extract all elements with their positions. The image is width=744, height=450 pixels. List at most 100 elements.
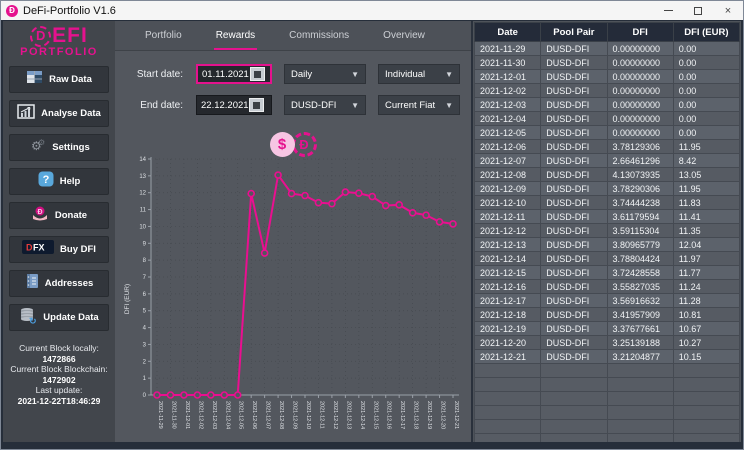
table-cell: 3.78129306 xyxy=(606,139,674,154)
table-cell: 11.95 xyxy=(672,181,741,196)
fiat-coin-icon[interactable]: $ xyxy=(269,132,295,157)
minimize-button[interactable] xyxy=(653,1,683,20)
svg-text:2021-12-05: 2021-12-05 xyxy=(238,401,244,429)
table-cell xyxy=(540,363,608,378)
maximize-icon xyxy=(694,6,702,15)
table-cell: 11.35 xyxy=(672,223,741,238)
table-cell: 2021-12-01 xyxy=(473,69,542,84)
svg-text:2021-12-10: 2021-12-10 xyxy=(305,401,311,429)
sidebar-button-raw-data[interactable]: Raw Data xyxy=(9,66,109,93)
table-row[interactable]: 2021-12-17 DUSD-DFI 3.56916632 11.28 xyxy=(473,293,741,308)
tab-rewards[interactable]: Rewards xyxy=(213,24,258,50)
tab-commissions[interactable]: Commissions xyxy=(289,30,350,41)
table-row[interactable]: 2021-12-06 DUSD-DFI 3.78129306 11.95 xyxy=(473,139,741,154)
sidebar-button-addresses[interactable]: Addresses xyxy=(9,270,109,297)
start-date-label: Start date: xyxy=(136,68,183,80)
maximize-button[interactable] xyxy=(683,1,713,20)
table-row[interactable]: 2021-12-11 DUSD-DFI 3.61179594 11.41 xyxy=(473,209,741,224)
table-row[interactable]: 2021-12-16 DUSD-DFI 3.55827035 11.24 xyxy=(473,279,741,294)
table-cell: 3.74444238 xyxy=(606,195,674,210)
tab-overview[interactable]: Overview xyxy=(383,30,425,41)
sidebar-button-donate[interactable]: Ð Donate xyxy=(9,202,109,229)
svg-text:6: 6 xyxy=(143,292,147,298)
table-cell: 8.42 xyxy=(672,153,741,168)
svg-text:2021-12-20: 2021-12-20 xyxy=(440,401,446,429)
start-date-field[interactable] xyxy=(196,64,272,84)
table-cell xyxy=(540,377,608,392)
data-point-marker xyxy=(287,189,296,198)
column-header[interactable]: DFI xyxy=(606,22,674,42)
table-row[interactable]: 2021-12-04 DUSD-DFI 0.00000000 0.00 xyxy=(473,111,741,126)
table-row[interactable]: 2021-12-14 DUSD-DFI 3.78804424 11.97 xyxy=(473,251,741,266)
sidebar-button-settings[interactable]: ⚙ ⚙ Settings xyxy=(9,134,109,161)
table-row[interactable]: 2021-12-02 DUSD-DFI 0.00000000 0.00 xyxy=(473,83,741,98)
table-cell: 2021-12-13 xyxy=(473,237,542,252)
sidebar-button-help[interactable]: ? Help xyxy=(9,168,109,195)
svg-text:2: 2 xyxy=(143,359,147,365)
tab-portfolio[interactable]: Portfolio xyxy=(145,30,182,41)
table-row[interactable]: 2021-12-21 DUSD-DFI 3.21204877 10.15 xyxy=(473,349,741,364)
svg-text:↻: ↻ xyxy=(29,316,37,324)
sidebar-button-update-data[interactable]: ↻ Update Data xyxy=(9,304,109,331)
donate-hands-icon: Ð xyxy=(31,205,49,226)
status-value: 2021-12-22T18:46:29 xyxy=(17,395,101,406)
column-header[interactable]: Date xyxy=(473,22,542,42)
end-date-field[interactable] xyxy=(196,95,272,115)
svg-text:2021-12-08: 2021-12-08 xyxy=(278,401,284,429)
table-cell: DUSD-DFI xyxy=(540,209,608,224)
table-row[interactable]: 2021-11-30 DUSD-DFI 0.00000000 0.00 xyxy=(473,55,741,70)
table-cell: DUSD-DFI xyxy=(540,167,608,182)
svg-text:2021-12-18: 2021-12-18 xyxy=(413,401,419,429)
sidebar-button-label: Buy DFI xyxy=(60,244,96,255)
table-cell: 2021-12-06 xyxy=(473,139,542,154)
sidebar-button-buy-dfi[interactable]: D FX Buy DFI xyxy=(9,236,109,263)
data-point-marker xyxy=(233,391,242,399)
pool-pair-dropdown[interactable]: DUSD-DFI ▼ xyxy=(284,95,366,115)
end-date-input[interactable] xyxy=(197,99,249,111)
data-point-marker xyxy=(274,171,282,179)
end-date-calendar-button[interactable] xyxy=(249,98,264,112)
data-point-marker xyxy=(368,192,377,201)
table-row[interactable]: 2021-12-13 DUSD-DFI 3.80965779 12.04 xyxy=(473,237,741,252)
table-row[interactable]: 2021-12-20 DUSD-DFI 3.25139188 10.27 xyxy=(473,335,741,350)
mode-dropdown[interactable]: Individual ▼ xyxy=(378,64,460,84)
interval-dropdown[interactable]: Daily ▼ xyxy=(284,64,366,84)
table-row[interactable]: 2021-12-10 DUSD-DFI 3.74444238 11.83 xyxy=(473,195,741,210)
table-cell: 2021-12-14 xyxy=(473,251,542,266)
column-header[interactable]: DFI (EUR) xyxy=(672,22,741,42)
table-cell: 2021-12-15 xyxy=(473,265,542,280)
status-label: Last update: xyxy=(35,385,83,395)
table-cell xyxy=(672,405,741,420)
svg-text:2021-12-02: 2021-12-02 xyxy=(197,401,203,429)
sidebar-button-analyse-data[interactable]: Analyse Data xyxy=(9,100,109,127)
sidebar-button-label: Update Data xyxy=(43,312,99,323)
table-row[interactable]: 2021-12-18 DUSD-DFI 3.41957909 10.81 xyxy=(473,307,741,322)
start-date-calendar-button[interactable] xyxy=(250,67,265,81)
table-row[interactable]: 2021-12-08 DUSD-DFI 4.13073935 13.05 xyxy=(473,167,741,182)
table-cell xyxy=(606,363,674,378)
fiat-dropdown[interactable]: Current Fiat ▼ xyxy=(378,95,460,115)
table-row[interactable]: 2021-12-07 DUSD-DFI 2.66461296 8.42 xyxy=(473,153,741,168)
pool-pair-selected-value: DUSD-DFI xyxy=(291,99,337,111)
table-row[interactable]: 2021-11-29 DUSD-DFI 0.00000000 0.00 xyxy=(473,41,741,56)
table-row[interactable]: 2021-12-03 DUSD-DFI 0.00000000 0.00 xyxy=(473,97,741,112)
table-cell: 3.59115304 xyxy=(606,223,674,238)
table-row[interactable]: 2021-12-09 DUSD-DFI 3.78290306 11.95 xyxy=(473,181,741,196)
table-cell: 3.78804424 xyxy=(606,251,674,266)
app-logo: D EFI PORTFOLIO xyxy=(7,24,111,58)
table-row[interactable]: 2021-12-12 DUSD-DFI 3.59115304 11.35 xyxy=(473,223,741,238)
table-row[interactable]: 2021-12-05 DUSD-DFI 0.00000000 0.00 xyxy=(473,125,741,140)
table-cell: 2021-12-20 xyxy=(473,335,542,350)
column-header[interactable]: Pool Pair xyxy=(540,22,608,42)
table-cell: 10.67 xyxy=(672,321,741,336)
table-cell: 3.80965779 xyxy=(606,237,674,252)
table-cell: 11.28 xyxy=(672,293,741,308)
close-button[interactable]: × xyxy=(713,1,743,20)
table-row[interactable]: 2021-12-15 DUSD-DFI 3.72428558 11.77 xyxy=(473,265,741,280)
data-series-line xyxy=(157,174,454,396)
table-row-empty xyxy=(473,377,741,392)
table-row[interactable]: 2021-12-01 DUSD-DFI 0.00000000 0.00 xyxy=(473,69,741,84)
start-date-input[interactable] xyxy=(198,68,250,80)
table-row[interactable]: 2021-12-19 DUSD-DFI 3.37677661 10.67 xyxy=(473,321,741,336)
